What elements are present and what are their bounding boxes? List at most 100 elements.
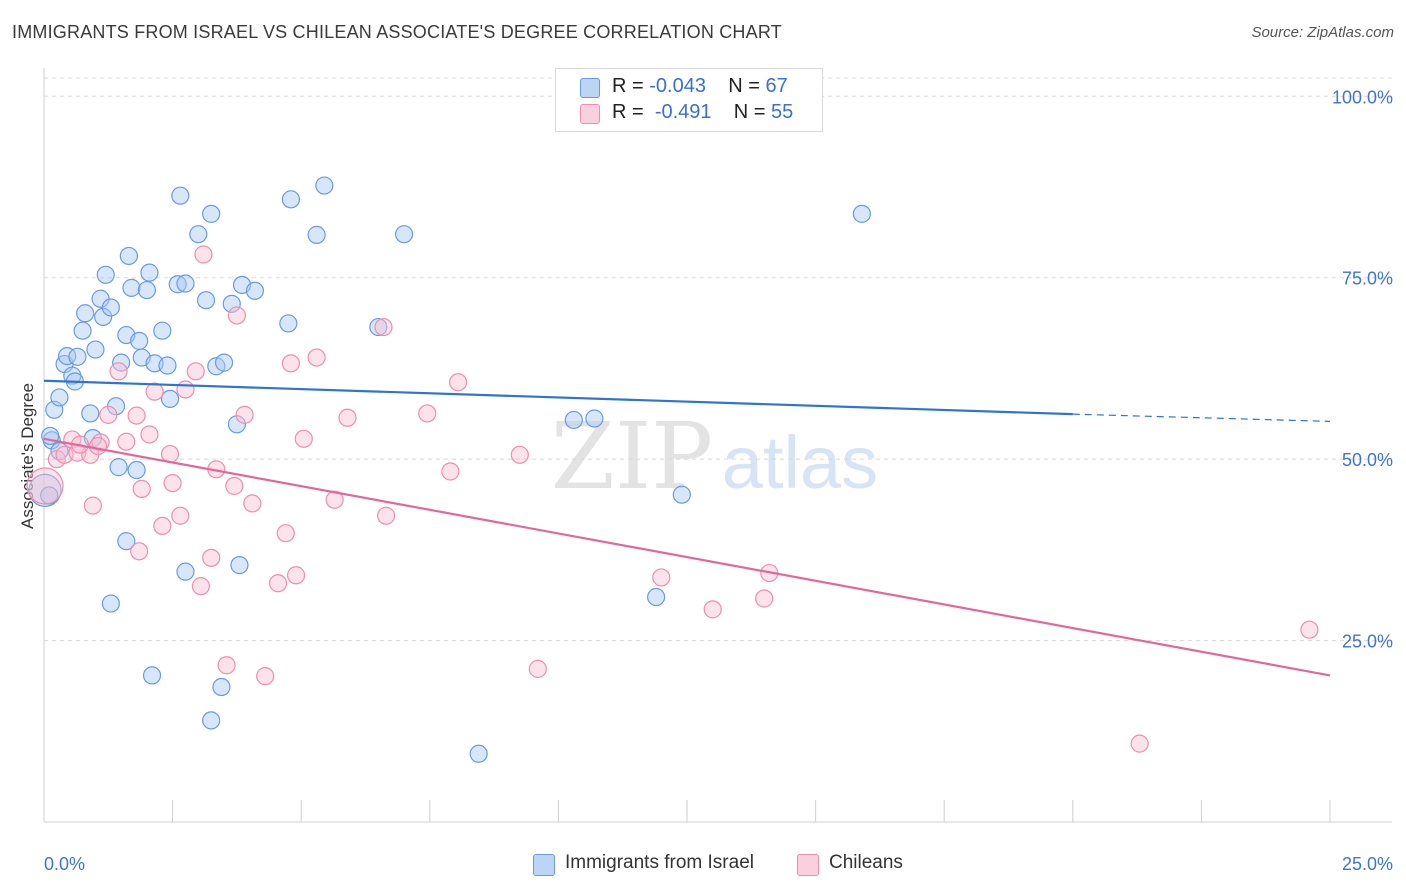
chilean-point bbox=[281, 354, 301, 373]
chilean-point bbox=[88, 436, 108, 456]
chilean-point bbox=[26, 467, 64, 505]
israel-point bbox=[28, 473, 62, 507]
chilean-point bbox=[528, 659, 547, 678]
israel-point bbox=[176, 562, 195, 581]
israel-point bbox=[279, 314, 298, 333]
israel-point bbox=[281, 190, 301, 209]
israel-point bbox=[81, 404, 100, 423]
legend-swatch-pink bbox=[797, 854, 819, 876]
israel-point bbox=[117, 532, 136, 551]
israel-point bbox=[168, 275, 187, 294]
israel-point bbox=[672, 485, 691, 504]
chilean-point bbox=[109, 362, 128, 381]
legend-r-label: R = bbox=[612, 75, 644, 97]
chilean-point bbox=[117, 432, 136, 451]
chilean-point bbox=[376, 506, 396, 525]
chilean-point bbox=[191, 577, 210, 596]
israel-point bbox=[202, 204, 221, 223]
legend-swatch-pink bbox=[580, 104, 600, 124]
legend-r-label: R = bbox=[612, 101, 644, 123]
chilean-point bbox=[202, 548, 221, 567]
trend-lines bbox=[43, 379, 1331, 677]
israel-point bbox=[585, 409, 604, 428]
grid-lines bbox=[44, 77, 1392, 642]
chilean-point bbox=[225, 476, 244, 496]
israel-point bbox=[176, 274, 195, 293]
chilean-point bbox=[163, 473, 182, 493]
legend-label-chileans: Chileans bbox=[829, 852, 903, 873]
y-tick-label: 75.0% bbox=[1342, 269, 1393, 289]
legend-label-israel: Immigrants from Israel bbox=[565, 852, 754, 873]
chilean-point bbox=[153, 516, 172, 536]
israel-point bbox=[122, 278, 141, 297]
israel-point bbox=[119, 246, 138, 266]
israel-point bbox=[647, 587, 666, 607]
axes bbox=[43, 68, 1392, 823]
israel-point bbox=[137, 280, 156, 300]
chilean-point bbox=[307, 348, 326, 367]
chilean-point bbox=[1300, 620, 1319, 639]
israel-trend-line bbox=[43, 379, 1073, 416]
legend-r-value: -0.043 bbox=[649, 75, 706, 97]
israel-point bbox=[127, 460, 146, 480]
stats-legend: R = -0.043 N = 67 R = -0.491 N = 55 bbox=[555, 68, 823, 132]
israel-point bbox=[86, 340, 105, 359]
israel-point bbox=[245, 281, 265, 300]
y-tick-label: 100.0% bbox=[1332, 87, 1393, 107]
chilean-point bbox=[294, 429, 313, 448]
chilean-point bbox=[510, 445, 529, 464]
israel-point bbox=[76, 304, 95, 323]
israel-point bbox=[315, 176, 334, 195]
chilean-point bbox=[448, 373, 468, 392]
legend-swatch-blue bbox=[580, 78, 600, 98]
chilean-point bbox=[140, 425, 159, 444]
israel-point bbox=[196, 291, 216, 310]
watermark-atlas: atlas bbox=[722, 421, 878, 504]
israel-point bbox=[140, 263, 159, 282]
chilean-point bbox=[338, 408, 357, 427]
israel-point bbox=[171, 186, 190, 205]
chilean-point bbox=[99, 405, 118, 424]
israel-point bbox=[101, 298, 120, 317]
chilean-point bbox=[256, 667, 275, 686]
israel-point bbox=[227, 415, 246, 434]
chilean-point bbox=[127, 406, 146, 425]
israel-point bbox=[142, 666, 162, 685]
israel-point bbox=[158, 356, 177, 375]
israel-point bbox=[369, 317, 388, 337]
israel-point bbox=[73, 321, 92, 340]
chilean-point bbox=[145, 382, 164, 401]
legend-text-chileans: R = -0.491 N = 55 bbox=[612, 101, 793, 124]
source-label: Source: ZipAtlas.com bbox=[1251, 24, 1394, 41]
israel-point bbox=[50, 388, 69, 407]
legend-r-value: -0.491 bbox=[654, 101, 712, 123]
israel-point bbox=[96, 265, 115, 284]
israel-point bbox=[153, 321, 172, 340]
chilean-point bbox=[286, 566, 306, 585]
israel-point bbox=[564, 410, 583, 430]
legend-n-value: 55 bbox=[771, 101, 794, 123]
watermark-zip: ZIP bbox=[551, 403, 713, 510]
israel-point bbox=[58, 346, 77, 366]
israel-point bbox=[394, 225, 414, 244]
legend-swatch-blue bbox=[533, 854, 555, 876]
israel-point bbox=[307, 225, 326, 244]
israel-trend-extension bbox=[1072, 413, 1331, 423]
legend-n-label: N = bbox=[733, 101, 766, 123]
chilean-point bbox=[186, 362, 205, 381]
chilean-point bbox=[1130, 734, 1149, 753]
tick-labels: 100.0% 75.0% 50.0% 25.0% 0.0% 25.0% bbox=[44, 87, 1393, 874]
israel-point bbox=[852, 204, 871, 223]
israel-point bbox=[94, 307, 113, 327]
israel-point bbox=[101, 594, 120, 613]
israel-point bbox=[202, 711, 221, 730]
israel-point bbox=[109, 458, 128, 477]
legend-text-israel: R = -0.043 N = 67 bbox=[612, 75, 788, 98]
israel-point bbox=[189, 225, 208, 244]
y-tick-label: 50.0% bbox=[1342, 450, 1393, 470]
chilean-point bbox=[755, 589, 774, 608]
chilean-point bbox=[652, 568, 671, 587]
israel-point bbox=[130, 331, 149, 350]
data-points bbox=[26, 176, 1319, 763]
watermark: ZIP atlas bbox=[551, 403, 878, 510]
